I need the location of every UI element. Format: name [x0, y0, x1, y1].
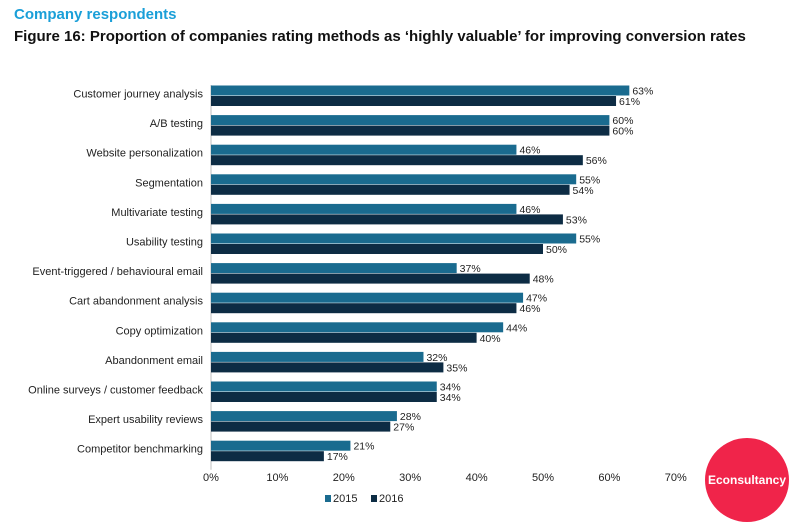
- econsultancy-logo: Econsultancy: [705, 438, 789, 522]
- data-label-2016: 54%: [573, 185, 594, 197]
- x-tick-label: 30%: [399, 472, 421, 484]
- data-label-2015: 37%: [460, 263, 481, 275]
- data-label-2016: 53%: [566, 214, 587, 226]
- bar-2016: [211, 125, 610, 136]
- data-label-2016: 17%: [327, 451, 348, 463]
- category-label: Competitor benchmarking: [77, 444, 203, 456]
- bar-2015: [211, 411, 397, 422]
- bar-2015: [211, 203, 517, 214]
- data-label-2015: 46%: [519, 204, 540, 216]
- legend-label-2016: 2016: [379, 493, 403, 505]
- x-tick-label: 70%: [665, 472, 687, 484]
- bar-2015: [211, 381, 437, 392]
- data-label-2016: 48%: [533, 274, 554, 286]
- data-label-2015: 55%: [579, 174, 600, 186]
- category-label: Usability testing: [126, 237, 203, 249]
- legend-swatch-2015: [325, 495, 331, 502]
- x-tick-label: 20%: [333, 472, 355, 484]
- data-label-2016: 50%: [546, 244, 567, 256]
- data-label-2016: 34%: [440, 392, 461, 404]
- category-label: Customer journey analysis: [73, 89, 203, 101]
- data-label-2015: 55%: [579, 234, 600, 246]
- x-tick-label: 60%: [598, 472, 620, 484]
- bar-2016: [211, 273, 530, 284]
- bar-2015: [211, 233, 577, 244]
- category-label: Expert usability reviews: [88, 414, 203, 426]
- data-label-2016: 60%: [612, 126, 633, 138]
- bar-2015: [211, 440, 351, 451]
- legend-label-2015: 2015: [333, 493, 357, 505]
- data-label-2015: 34%: [440, 382, 461, 394]
- bar-2015: [211, 115, 610, 126]
- bar-2016: [211, 362, 444, 373]
- data-label-2015: 32%: [426, 352, 447, 364]
- bar-2016: [211, 392, 437, 402]
- data-label-2016: 56%: [586, 155, 607, 167]
- data-label-2015: 44%: [506, 322, 527, 334]
- bar-2015: [211, 322, 504, 333]
- bar-2015: [211, 292, 524, 303]
- bar-2015: [211, 351, 424, 362]
- bar-2016: [211, 155, 583, 166]
- x-tick-label: 50%: [532, 472, 554, 484]
- data-label-2016: 46%: [519, 303, 540, 315]
- bar-2015: [211, 85, 630, 96]
- chart-title: Figure 16: Proportion of companies ratin…: [14, 28, 746, 45]
- category-label: Abandonment email: [105, 355, 203, 367]
- bar-2015: [211, 263, 457, 274]
- data-label-2015: 46%: [519, 145, 540, 157]
- bar-2016: [211, 332, 477, 343]
- x-tick-label: 0%: [203, 472, 219, 484]
- legend-swatch-2016: [371, 495, 377, 502]
- x-tick-label: 40%: [466, 472, 488, 484]
- bar-2016: [211, 451, 324, 462]
- data-label-2016: 40%: [480, 333, 501, 345]
- bar-2016: [211, 214, 563, 225]
- data-label-2015: 21%: [353, 441, 374, 453]
- data-label-2016: 27%: [393, 422, 414, 434]
- category-label: Website personalization: [86, 148, 203, 160]
- category-label: A/B testing: [150, 118, 203, 130]
- bar-2016: [211, 421, 391, 432]
- bar-2016: [211, 184, 570, 195]
- bar-2015: [211, 174, 577, 185]
- bar-2016: [211, 96, 617, 106]
- bar-2016: [211, 244, 543, 254]
- chart-kicker: Company respondents: [14, 6, 177, 23]
- data-label-2015: 63%: [632, 86, 653, 98]
- data-label-2015: 47%: [526, 293, 547, 305]
- category-label: Online surveys / customer feedback: [28, 385, 203, 397]
- category-label: Copy optimization: [116, 325, 203, 337]
- data-label-2015: 28%: [400, 411, 421, 423]
- category-label: Event-triggered / behavioural email: [32, 266, 203, 278]
- data-label-2016: 35%: [446, 362, 467, 374]
- data-label-2016: 61%: [619, 96, 640, 108]
- category-label: Cart abandonment analysis: [69, 296, 203, 308]
- x-tick-label: 10%: [266, 472, 288, 484]
- category-label: Multivariate testing: [111, 207, 203, 219]
- category-label: Segmentation: [135, 177, 203, 189]
- data-label-2015: 60%: [612, 115, 633, 127]
- bar-2015: [211, 144, 517, 155]
- bar-2016: [211, 303, 517, 314]
